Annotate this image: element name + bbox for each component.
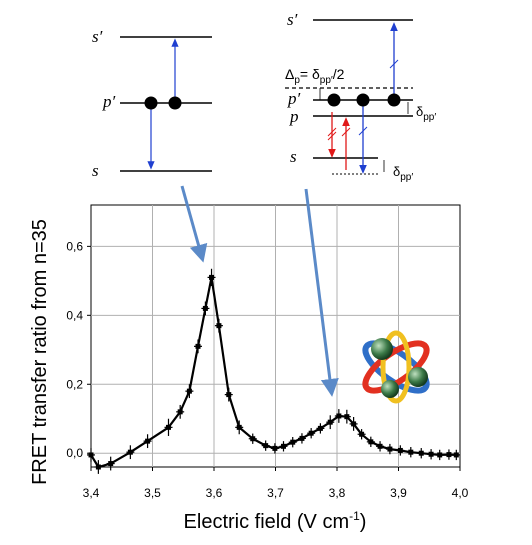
y-tick-label: 0,4: [66, 308, 83, 322]
data-point: [216, 323, 222, 329]
data-point: [226, 392, 232, 398]
x-tick-label: 3,5: [144, 486, 161, 500]
x-tick-label: 3,9: [390, 486, 407, 500]
level-label-s: s: [92, 161, 99, 180]
level-label-p-prime: p′: [287, 89, 301, 108]
y-tick-label: 0,6: [66, 239, 83, 253]
data-point: [145, 438, 151, 444]
y-tick-label: 0,2: [66, 377, 83, 391]
data-point: [195, 343, 201, 349]
y-axis-title: FRET transfer ratio from n=35: [29, 219, 51, 485]
data-point: [397, 447, 403, 453]
data-line: [90, 276, 457, 469]
data-point: [336, 413, 342, 419]
pointer-arrow-left: [180, 185, 208, 263]
level-label-s: s: [290, 147, 297, 166]
slash-mark: [327, 131, 337, 141]
pointer-arrow-right: [304, 188, 339, 397]
data-point: [95, 464, 101, 470]
x-axis-ticks: 3,4 3,5 3,6 3,7 3,8 3,9 4,0: [83, 467, 469, 500]
data-point: [377, 443, 383, 449]
y-axis-ticks: 0,0 0,2 0,4 0,6: [66, 239, 91, 460]
atom-dot: [168, 96, 182, 110]
data-point: [418, 450, 424, 456]
slash-mark: [389, 59, 399, 69]
level-label-p: p: [289, 107, 299, 126]
delta-label-right-1: δpp′: [416, 104, 436, 123]
data-point: [127, 449, 133, 455]
data-point: [437, 452, 443, 458]
data-point: [236, 424, 242, 430]
delta-label-right-2: δpp′: [393, 164, 413, 183]
x-axis-title: Electric field (V cm-1): [184, 509, 367, 533]
data-point: [202, 305, 208, 311]
x-tick-label: 3,4: [83, 486, 100, 500]
data-point: [299, 435, 305, 441]
x-tick-label: 3,7: [267, 486, 284, 500]
data-point: [250, 436, 256, 442]
data-point: [308, 430, 314, 436]
atom-dot: [387, 93, 401, 107]
data-point: [317, 425, 323, 431]
grid: [91, 205, 460, 467]
x-tick-label: 3,6: [206, 486, 223, 500]
data-point: [263, 443, 269, 449]
atom-dot: [356, 93, 370, 107]
data-point: [272, 445, 278, 451]
slash-mark: [358, 126, 368, 136]
data-point: [186, 388, 192, 394]
data-point: [453, 452, 459, 458]
data-point: [359, 431, 365, 437]
atom-dot: [144, 96, 158, 110]
data-point: [177, 409, 183, 415]
y-tick-label: 0,0: [66, 446, 83, 460]
slash-mark: [341, 127, 351, 137]
level-label-s-prime: s′: [287, 10, 298, 29]
level-label-p-prime: p′: [102, 92, 116, 111]
data-point: [344, 414, 350, 420]
x-tick-label: 3,8: [329, 486, 346, 500]
atom-logo: [362, 330, 430, 404]
slash-mark: [327, 127, 337, 137]
data-point: [209, 274, 215, 280]
data-point: [280, 443, 286, 449]
data-point: [165, 424, 171, 430]
data-point: [368, 439, 374, 445]
level-diagram-right: s′ Δp= δpp′/2 p′ p s δpp′ δpp′: [285, 10, 436, 183]
chart: 3,4 3,5 3,6 3,7 3,8 3,9 4,0 0,0 0,2 0,4 0,6 Elect…: [29, 204, 469, 533]
data-point: [108, 461, 114, 467]
series: [87, 268, 461, 474]
data-point: [408, 449, 414, 455]
atom-dot: [327, 93, 341, 107]
data-point: [387, 446, 393, 452]
data-point: [88, 452, 94, 458]
data-point: [290, 439, 296, 445]
delta-p-label: Δp= δpp′/2: [285, 66, 345, 86]
x-tick-label: 4,0: [452, 486, 469, 500]
level-diagram-left: s′ p′ s: [92, 27, 212, 180]
level-label-s-prime: s′: [92, 27, 103, 46]
data-point: [446, 452, 452, 458]
data-point: [327, 419, 333, 425]
data-point: [351, 421, 357, 427]
data-point: [428, 451, 434, 457]
